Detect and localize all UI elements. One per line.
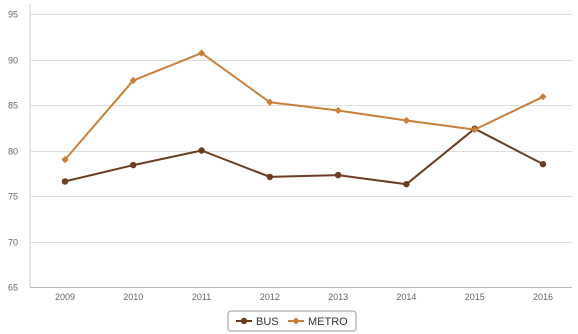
legend-item-bus[interactable]: BUS: [236, 316, 279, 328]
x-tick-label: 2015: [465, 292, 485, 302]
data-point[interactable]: [334, 106, 342, 115]
data-point[interactable]: [539, 160, 547, 168]
data-point[interactable]: [539, 93, 547, 101]
legend: BUS METRO: [227, 310, 357, 332]
data-point[interactable]: [198, 147, 205, 154]
y-tick-label: 80: [8, 147, 18, 157]
data-point[interactable]: [471, 125, 479, 134]
x-tick-label: 2009: [55, 292, 75, 302]
x-tick-label: 2016: [533, 292, 553, 302]
data-point[interactable]: [403, 180, 410, 188]
series-lines: [61, 49, 547, 188]
legend-marker: [240, 317, 248, 325]
grid-lines: [29, 4, 572, 288]
y-tick-label: 95: [8, 10, 18, 20]
data-point[interactable]: [61, 156, 69, 164]
data-point[interactable]: [266, 98, 274, 106]
legend-item-metro[interactable]: METRO: [288, 316, 348, 328]
data-point[interactable]: [334, 171, 342, 179]
x-tick-label: 2014: [396, 292, 416, 302]
series-bus: [61, 125, 547, 188]
series-line-bus: [64, 127, 544, 186]
y-tick-label: 90: [8, 56, 18, 66]
x-tick-label: 2010: [123, 292, 143, 302]
data-point[interactable]: [197, 49, 206, 57]
data-point[interactable]: [266, 173, 274, 181]
y-tick-label: 70: [8, 238, 18, 248]
y-tick-label: 85: [8, 101, 18, 111]
y-tick-label: 75: [8, 192, 18, 202]
x-tick-label: 2012: [260, 292, 280, 302]
data-point[interactable]: [61, 178, 69, 185]
legend-label: BUS: [256, 316, 279, 328]
y-tick-label: 65: [8, 283, 18, 293]
y-axis-ticks: 65 70 75 80 85 90 95: [8, 10, 18, 293]
x-tick-label: 2011: [192, 292, 211, 302]
legend-marker: [292, 317, 300, 325]
legend-label: METRO: [308, 316, 348, 328]
x-tick-label: 2013: [328, 292, 348, 302]
series-metro: [61, 49, 547, 164]
data-point[interactable]: [402, 116, 411, 125]
data-point[interactable]: [129, 76, 137, 85]
data-point[interactable]: [130, 161, 137, 169]
series-line-metro: [64, 52, 544, 161]
x-axis-ticks: 2009 2010 2011 2012 2013 2014 2015 2016: [55, 292, 553, 302]
